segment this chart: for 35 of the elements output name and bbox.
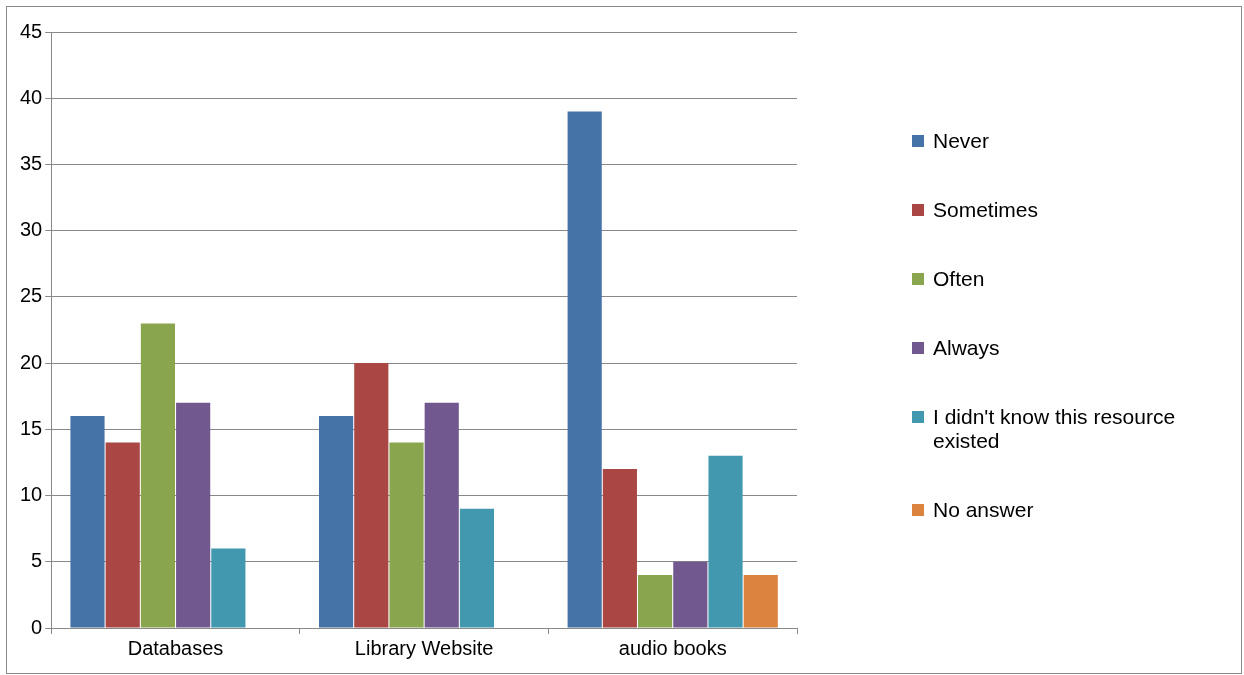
bar — [567, 111, 602, 628]
y-tick-label: 40 — [20, 85, 43, 108]
bar — [743, 575, 778, 628]
y-tick-label: 30 — [20, 218, 43, 241]
y-tick-label: 35 — [20, 151, 43, 174]
legend-label: Always — [933, 336, 1000, 360]
bar — [424, 402, 459, 628]
y-tick-label: 10 — [20, 483, 43, 506]
y-tick-label: 45 — [20, 19, 43, 42]
bar — [673, 561, 708, 628]
bar — [319, 416, 354, 628]
bar — [459, 508, 495, 628]
y-tick-label: 20 — [20, 350, 43, 373]
legend-label: I didn't know this resource existed — [933, 405, 1177, 453]
y-tick-label: 15 — [20, 416, 43, 439]
x-tick-label: Databases — [127, 636, 224, 659]
bar — [389, 442, 424, 628]
bar — [602, 469, 637, 628]
x-tick-label: Library Website — [354, 636, 494, 659]
legend-label: Often — [933, 267, 985, 291]
bar — [105, 442, 140, 628]
legend-label: Never — [933, 129, 990, 153]
bar — [140, 323, 176, 628]
y-tick-label: 0 — [31, 615, 43, 638]
x-tick-label: audio books — [618, 636, 727, 659]
legend-label: No answer — [933, 498, 1034, 522]
bar — [354, 363, 389, 628]
bar — [211, 548, 246, 628]
bar — [638, 575, 673, 628]
bar — [70, 416, 105, 628]
bar — [176, 402, 211, 628]
bar — [708, 455, 743, 628]
legend-label: Sometimes — [933, 198, 1039, 222]
y-tick-label: 25 — [20, 284, 43, 307]
y-tick-label: 5 — [31, 549, 43, 572]
